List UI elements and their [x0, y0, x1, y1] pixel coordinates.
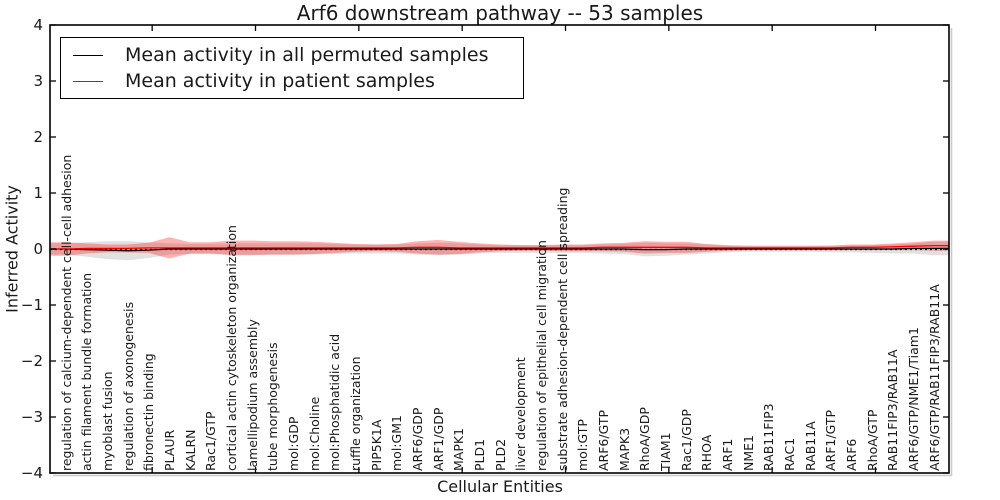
x-category-label: regulation of calcium-dependent cell-cel…: [58, 154, 74, 471]
x-category-label: mol:Phosphatidic acid: [327, 333, 343, 471]
legend-entry-patient: Mean activity in patient samples: [73, 68, 517, 94]
x-category-label: ARF6: [843, 438, 859, 471]
patient-mean-line: [50, 244, 949, 250]
x-category-label: RAB11A: [802, 421, 818, 471]
x-category-label: ARF6/GDP: [409, 407, 425, 471]
x-category-label: RhoA/GTP: [864, 409, 880, 471]
x-category-label: TIAM1: [657, 432, 673, 471]
y-tick-label: 2: [33, 128, 43, 146]
x-category-label: KALRN: [182, 429, 198, 471]
x-category-label: tube morphogenesis: [265, 342, 281, 471]
x-category-label: RAB11FIP3/RAB11A: [885, 349, 901, 471]
legend-label-permuted: Mean activity in all permuted samples: [125, 44, 489, 66]
y-tick-label: −1: [20, 296, 43, 314]
x-category-label: RAB11FIP3: [761, 403, 777, 471]
x-category-label: ARF6/GTP/NME1/Tiam1: [905, 327, 921, 471]
x-category-label: regulation of epithelial cell migration: [533, 240, 549, 471]
y-tick-label: −4: [20, 464, 43, 482]
x-category-label: RAC1: [781, 437, 797, 471]
y-tick-label: 0: [33, 240, 43, 258]
y-tick-label: 1: [33, 184, 43, 202]
x-category-label: ARF1/GDP: [430, 407, 446, 471]
y-tick-label: −2: [20, 352, 43, 370]
legend-line-sample-permuted-icon: [73, 54, 103, 56]
x-category-label: PLD1: [471, 438, 487, 471]
y-tick-label: −3: [20, 408, 43, 426]
x-category-label: lamellipodium assembly: [244, 319, 260, 471]
x-category-label: myoblast fusion: [99, 371, 115, 471]
x-category-label: substrate adhesion-dependent cell spread…: [554, 187, 570, 471]
x-category-label: Rac1/GDP: [678, 409, 694, 471]
x-category-label: mol:GM1: [389, 415, 405, 471]
legend-entry-permuted: Mean activity in all permuted samples: [73, 42, 517, 68]
legend: Mean activity in all permuted samples Me…: [60, 37, 524, 99]
x-category-label: mol:GDP: [285, 416, 301, 471]
x-category-label: MAPK1: [451, 427, 467, 471]
x-category-label: liver development: [513, 357, 529, 471]
x-category-label: fibronectin binding: [141, 353, 157, 471]
x-category-label: cortical actin cytoskeleton organization: [223, 225, 239, 471]
x-category-label: RHOA: [699, 434, 715, 471]
y-tick-label: 3: [33, 72, 43, 90]
x-category-label: ARF1: [719, 438, 735, 471]
chart-title: Arf6 downstream pathway -- 53 samples: [296, 1, 704, 25]
x-category-label: ruffle organization: [347, 356, 363, 471]
x-category-label: mol:GTP: [575, 419, 591, 471]
x-category-label: PLD2: [492, 438, 508, 471]
x-category-label: actin filament bundle formation: [79, 272, 95, 471]
x-category-label: PLAUR: [161, 429, 177, 471]
x-category-label: Rac1/GTP: [203, 411, 219, 471]
x-category-label: mol:Choline: [306, 396, 322, 471]
x-category-label: regulation of axonogenesis: [120, 301, 136, 471]
x-category-label: MAPK3: [616, 427, 632, 471]
x-category-label: NME1: [740, 435, 756, 471]
x-category-label: RhoA/GDP: [637, 407, 653, 471]
permuted-std-band: [50, 241, 949, 261]
legend-line-sample-patient-icon: [73, 80, 103, 82]
x-category-label: PIP5K1A: [368, 419, 384, 471]
y-tick-label: 4: [33, 16, 43, 34]
x-category-label: ARF6/GTP/RAB11FIP3/RAB11A: [926, 284, 942, 471]
x-category-label: ARF6/GTP: [595, 409, 611, 471]
legend-label-patient: Mean activity in patient samples: [125, 70, 435, 92]
x-category-label: ARF1/GTP: [823, 409, 839, 471]
x-axis-title: Cellular Entities: [437, 477, 563, 496]
